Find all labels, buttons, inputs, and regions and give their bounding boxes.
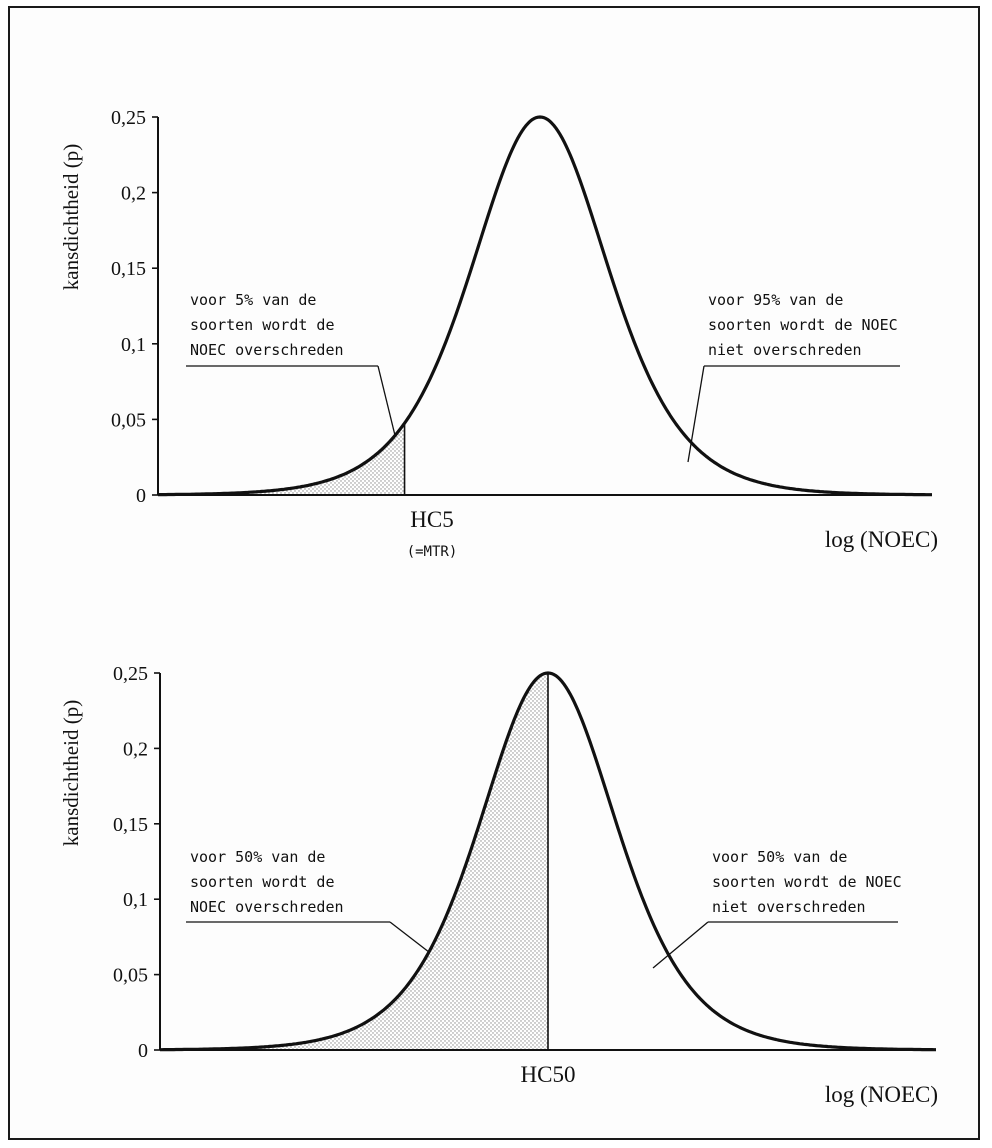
annotation-line: voor 50% van de (712, 848, 847, 866)
annotation-line: soorten wordt de NOEC (712, 873, 902, 891)
y-tick-label: 0,25 (111, 107, 146, 129)
annotation-line: niet overschreden (708, 341, 862, 359)
y-tick-label: 0,05 (111, 409, 146, 431)
density-curve (160, 671, 936, 1052)
annotation-leader (687, 365, 705, 463)
annotation-left: voor 50% van de soorten wordt de NOEC ov… (186, 848, 448, 967)
y-tick-label: 0 (138, 1040, 148, 1062)
mtr-sublabel: (=MTR) (407, 544, 458, 560)
annotation-right: voor 95% van de soorten wordt de NOEC ni… (687, 291, 900, 463)
y-axis-label: kansdichtheid (p) (59, 144, 83, 290)
density-curve (158, 115, 932, 497)
annotation-line: voor 50% van de (190, 848, 325, 866)
y-tick-label: 0,25 (113, 663, 148, 685)
annotation-line: soorten wordt de (190, 873, 335, 891)
y-tick-label: 0,1 (123, 889, 148, 911)
y-tick-label: 0,15 (111, 258, 146, 280)
y-tick-label: 0,15 (113, 814, 148, 836)
y-tick-label: 0 (136, 485, 146, 507)
y-tick-label: 0,1 (121, 334, 146, 356)
annotation-line: soorten wordt de NOEC (708, 316, 898, 334)
annotation-left: voor 5% van de soorten wordt de NOEC ove… (186, 291, 403, 465)
annotation-right: voor 50% van de soorten wordt de NOEC ni… (652, 848, 902, 969)
shaded-area (158, 423, 405, 495)
hc50-label: HC50 (521, 1062, 576, 1087)
y-axis-label: kansdichtheid (p) (59, 700, 83, 846)
y-tick-label: 0,2 (121, 183, 146, 205)
annotation-line: voor 95% van de (708, 291, 843, 309)
annotation-line: NOEC overschreden (190, 898, 344, 916)
y-tick-label: 0,05 (113, 965, 148, 987)
annotation-line: NOEC overschreden (190, 341, 344, 359)
chart-hc5: kansdichtheid (p) log (NOEC) HC5 (=MTR) … (59, 107, 938, 560)
annotation-line: voor 5% van de (190, 291, 316, 309)
annotation-line: niet overschreden (712, 898, 866, 916)
shaded-area (160, 673, 548, 1050)
annotation-leader (652, 921, 709, 969)
chart-hc50: kansdichtheid (p) log (NOEC) HC50 voor 5… (59, 663, 938, 1107)
x-axis-label: log (NOEC) (825, 1082, 938, 1107)
hc5-label: HC5 (410, 507, 453, 532)
annotation-line: soorten wordt de (190, 316, 335, 334)
y-tick-label: 0,2 (123, 738, 148, 760)
x-axis-label: log (NOEC) (825, 527, 938, 552)
